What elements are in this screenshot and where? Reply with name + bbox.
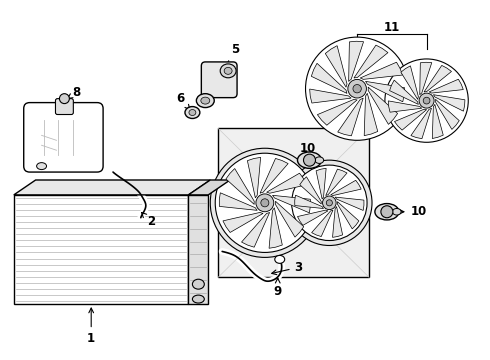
Polygon shape — [14, 195, 189, 304]
Circle shape — [322, 196, 336, 210]
Ellipse shape — [201, 97, 210, 104]
Polygon shape — [325, 46, 347, 87]
Polygon shape — [318, 99, 357, 125]
Polygon shape — [311, 63, 347, 93]
FancyBboxPatch shape — [24, 103, 103, 172]
Polygon shape — [390, 80, 418, 104]
Polygon shape — [242, 212, 270, 247]
Ellipse shape — [224, 67, 232, 74]
Circle shape — [353, 85, 361, 93]
Ellipse shape — [375, 203, 399, 220]
Polygon shape — [420, 62, 432, 95]
Circle shape — [306, 37, 409, 140]
Text: 5: 5 — [224, 42, 239, 69]
Text: 1: 1 — [87, 308, 95, 345]
Circle shape — [348, 80, 367, 98]
Ellipse shape — [392, 208, 401, 215]
Ellipse shape — [189, 109, 196, 116]
Circle shape — [423, 97, 430, 104]
Circle shape — [287, 160, 372, 246]
Ellipse shape — [315, 157, 324, 163]
Ellipse shape — [37, 163, 47, 170]
Circle shape — [292, 165, 367, 240]
Polygon shape — [424, 66, 451, 92]
Polygon shape — [14, 180, 210, 195]
Text: 4: 4 — [206, 82, 219, 100]
Polygon shape — [401, 66, 418, 99]
Polygon shape — [226, 168, 254, 204]
Circle shape — [256, 194, 274, 212]
Ellipse shape — [275, 255, 285, 264]
Polygon shape — [432, 104, 443, 139]
Polygon shape — [411, 108, 432, 139]
Ellipse shape — [196, 94, 214, 108]
Ellipse shape — [185, 107, 200, 118]
Polygon shape — [247, 157, 261, 198]
Polygon shape — [310, 89, 351, 103]
Polygon shape — [260, 158, 288, 193]
Ellipse shape — [193, 279, 204, 289]
Ellipse shape — [193, 295, 204, 303]
Polygon shape — [338, 98, 363, 136]
Polygon shape — [436, 99, 459, 130]
Text: 9: 9 — [273, 278, 282, 298]
Polygon shape — [388, 101, 422, 112]
Polygon shape — [223, 212, 263, 233]
Circle shape — [326, 200, 332, 206]
Polygon shape — [335, 197, 364, 211]
Circle shape — [303, 154, 316, 166]
Polygon shape — [275, 201, 304, 237]
Text: 3: 3 — [272, 261, 303, 275]
Polygon shape — [366, 81, 405, 102]
Polygon shape — [394, 109, 427, 130]
Polygon shape — [295, 195, 323, 208]
Text: 7: 7 — [40, 102, 49, 121]
Polygon shape — [338, 202, 359, 229]
Text: 2: 2 — [142, 212, 155, 228]
Polygon shape — [300, 177, 321, 204]
Polygon shape — [349, 41, 364, 81]
Polygon shape — [189, 195, 208, 304]
Polygon shape — [364, 93, 378, 136]
FancyBboxPatch shape — [201, 62, 237, 98]
Circle shape — [419, 93, 434, 108]
Polygon shape — [267, 173, 307, 193]
Polygon shape — [333, 207, 343, 237]
Polygon shape — [272, 195, 310, 213]
Polygon shape — [189, 180, 230, 195]
Polygon shape — [312, 210, 333, 237]
Polygon shape — [269, 208, 282, 248]
FancyBboxPatch shape — [55, 99, 74, 114]
Polygon shape — [316, 168, 326, 199]
Ellipse shape — [220, 64, 236, 78]
Circle shape — [261, 199, 269, 207]
Text: 10: 10 — [299, 142, 316, 161]
Polygon shape — [326, 169, 347, 195]
Text: 6: 6 — [176, 92, 190, 109]
Ellipse shape — [297, 152, 321, 168]
Polygon shape — [433, 95, 465, 111]
Text: 8: 8 — [67, 86, 80, 99]
Circle shape — [59, 94, 70, 104]
Polygon shape — [297, 210, 328, 225]
Polygon shape — [218, 129, 369, 277]
Polygon shape — [368, 87, 397, 124]
Polygon shape — [331, 180, 361, 195]
Circle shape — [381, 206, 393, 218]
Text: 10: 10 — [382, 205, 427, 218]
Circle shape — [215, 153, 315, 252]
Polygon shape — [220, 193, 257, 210]
Circle shape — [385, 59, 468, 142]
Polygon shape — [354, 45, 388, 78]
Polygon shape — [429, 79, 464, 93]
Polygon shape — [360, 62, 403, 79]
Circle shape — [210, 148, 319, 257]
Text: 11: 11 — [384, 21, 400, 34]
